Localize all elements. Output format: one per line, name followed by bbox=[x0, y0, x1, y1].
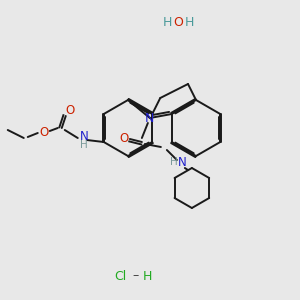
Text: H: H bbox=[162, 16, 172, 28]
Text: O: O bbox=[173, 16, 183, 28]
Text: Cl: Cl bbox=[114, 269, 126, 283]
Text: N: N bbox=[145, 112, 154, 124]
Text: O: O bbox=[39, 125, 48, 139]
Text: –: – bbox=[133, 269, 139, 283]
Text: O: O bbox=[65, 103, 74, 116]
Text: H: H bbox=[142, 269, 152, 283]
Text: O: O bbox=[119, 131, 128, 145]
Text: H: H bbox=[170, 157, 178, 167]
Text: H: H bbox=[80, 140, 88, 150]
Text: N: N bbox=[178, 155, 186, 169]
Text: N: N bbox=[80, 130, 88, 143]
Text: H: H bbox=[184, 16, 194, 28]
